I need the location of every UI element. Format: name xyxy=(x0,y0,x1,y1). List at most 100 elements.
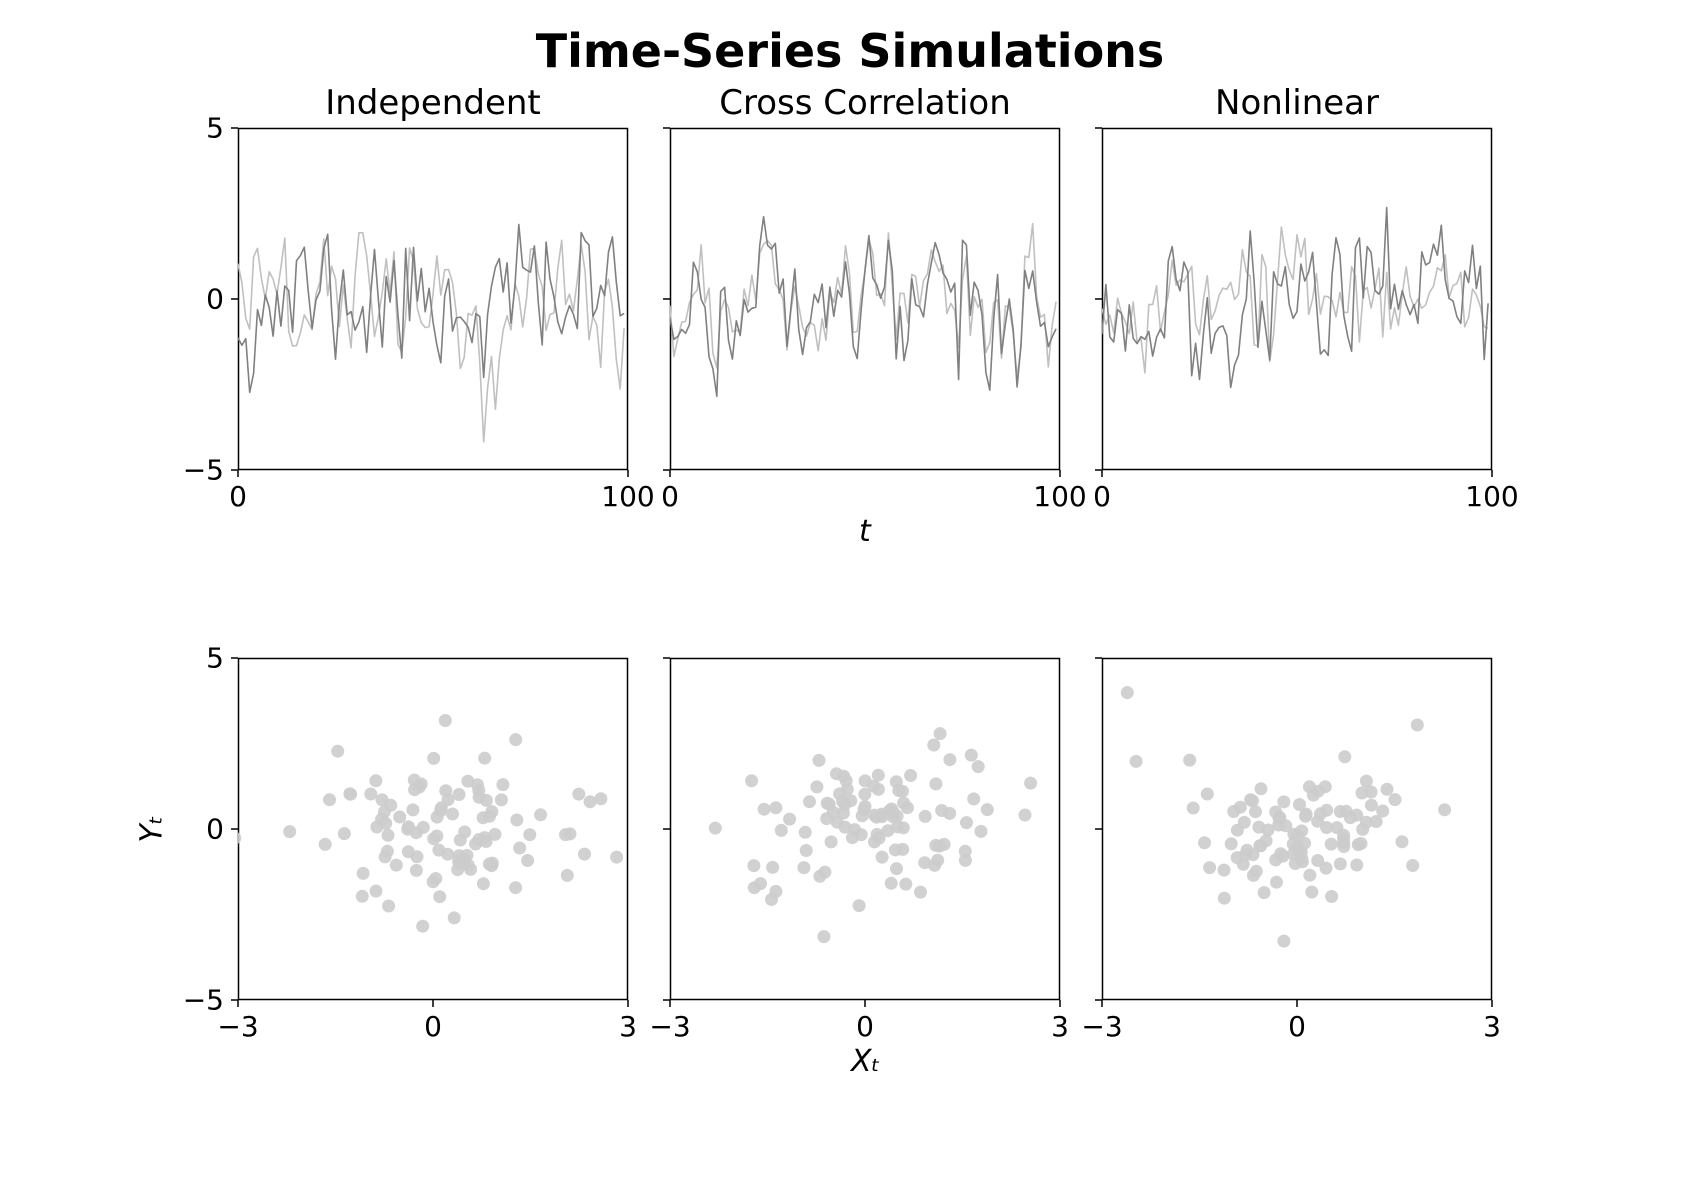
scatter-point xyxy=(331,745,344,758)
scatter-point xyxy=(1227,805,1240,818)
scatter-point xyxy=(929,839,942,852)
scatter-point xyxy=(1244,793,1257,806)
scatter-point xyxy=(1121,686,1134,699)
scatter-point xyxy=(1325,838,1338,851)
scatter-point xyxy=(747,859,760,872)
panel-svg xyxy=(238,658,628,1000)
scatter-panel-2: −303 xyxy=(1102,658,1492,1000)
scatter-point xyxy=(369,774,382,787)
scatter-point xyxy=(1325,890,1338,903)
scatter-point xyxy=(1072,700,1085,713)
scatter-point xyxy=(891,810,904,823)
scatter-point xyxy=(897,821,910,834)
scatter-point xyxy=(1305,886,1318,899)
xaxis-label-bottom: Xₜ xyxy=(851,1044,880,1079)
scatter-point xyxy=(820,812,833,825)
scatter-point xyxy=(1338,750,1351,763)
scatter-point xyxy=(439,714,452,727)
figure: Time-Series Simulations Independent0100−… xyxy=(0,0,1700,1200)
scatter-panel-0: −303−505 xyxy=(238,658,628,1000)
scatter-point xyxy=(934,727,947,740)
scatter-point xyxy=(521,854,534,867)
scatter-point xyxy=(1277,935,1290,948)
scatter-point xyxy=(1406,859,1419,872)
xtick-label: 0 xyxy=(1288,1010,1306,1043)
scatter-point xyxy=(446,808,459,821)
scatter-point xyxy=(1334,857,1347,870)
scatter-point xyxy=(390,859,403,872)
scatter-point xyxy=(765,893,778,906)
scatter-point xyxy=(1438,803,1451,816)
scatter-point xyxy=(471,778,484,791)
scatter-point xyxy=(1381,783,1394,796)
scatter-point xyxy=(523,828,536,841)
scatter-point xyxy=(1239,848,1252,861)
scatter-point xyxy=(1249,805,1262,818)
scatter-point xyxy=(382,829,395,842)
scatter-panel-1: −303 xyxy=(670,658,1060,1000)
scatter-point xyxy=(1312,785,1325,798)
scatter-point xyxy=(783,813,796,826)
scatter-point xyxy=(357,867,370,880)
scatter-point xyxy=(1225,837,1238,850)
scatter-point xyxy=(1183,754,1196,767)
timeseries-panel-0: Independent0100−505 xyxy=(238,128,628,470)
scatter-point xyxy=(890,862,903,875)
scatter-point xyxy=(393,811,406,824)
scatter-point xyxy=(871,828,884,841)
scatter-point xyxy=(534,808,547,821)
xtick-label: 0 xyxy=(1093,480,1111,513)
scatter-point xyxy=(1253,839,1266,852)
scatter-point xyxy=(896,785,909,798)
panel-svg xyxy=(670,128,1060,470)
scatter-point xyxy=(477,877,490,890)
scatter-point xyxy=(410,864,423,877)
scatter-point xyxy=(319,838,332,851)
scatter-point xyxy=(509,881,522,894)
scatter-point xyxy=(1411,719,1424,732)
scatter-point xyxy=(1337,832,1350,845)
scatter-point xyxy=(338,827,351,840)
scatter-point xyxy=(1262,824,1275,837)
scatter-point xyxy=(965,749,978,762)
yaxis-label-bottom: Yₜ xyxy=(135,815,170,842)
scatter-point xyxy=(384,799,397,812)
scatter-point xyxy=(1360,816,1373,829)
scatter-point xyxy=(825,835,838,848)
scatter-point xyxy=(1365,799,1378,812)
xtick-label: 0 xyxy=(229,480,247,513)
scatter-point xyxy=(1238,816,1251,829)
scatter-point xyxy=(1258,886,1271,899)
scatter-point xyxy=(745,774,758,787)
ytick-label: 0 xyxy=(206,283,224,316)
scatter-point xyxy=(478,752,491,765)
scatter-point xyxy=(943,753,956,766)
scatter-point xyxy=(483,810,496,823)
xtick-label: −3 xyxy=(1081,1010,1122,1043)
scatter-point xyxy=(402,820,415,833)
scatter-point xyxy=(406,803,419,816)
scatter-point xyxy=(1320,862,1333,875)
xtick-label: 3 xyxy=(619,1010,637,1043)
scatter-point xyxy=(1293,846,1306,859)
scatter-point xyxy=(931,854,944,867)
series-line xyxy=(238,224,624,392)
scatter-point xyxy=(748,881,761,894)
scatter-point xyxy=(1277,795,1290,808)
scatter-point xyxy=(1344,811,1357,824)
scatter-point xyxy=(283,825,296,838)
scatter-point xyxy=(927,739,940,752)
scatter-point xyxy=(1352,838,1365,851)
scatter-point xyxy=(572,788,585,801)
panel-svg xyxy=(1102,128,1492,470)
scatter-point xyxy=(427,752,440,765)
xtick-label: 100 xyxy=(1465,480,1518,513)
scatter-point xyxy=(495,793,508,806)
ytick-label: 5 xyxy=(206,112,224,145)
scatter-point xyxy=(496,778,509,791)
scatter-point xyxy=(578,848,591,861)
scatter-point xyxy=(1365,786,1378,799)
scatter-point xyxy=(918,856,931,869)
scatter-point xyxy=(904,769,917,782)
scatter-point xyxy=(1218,864,1231,877)
